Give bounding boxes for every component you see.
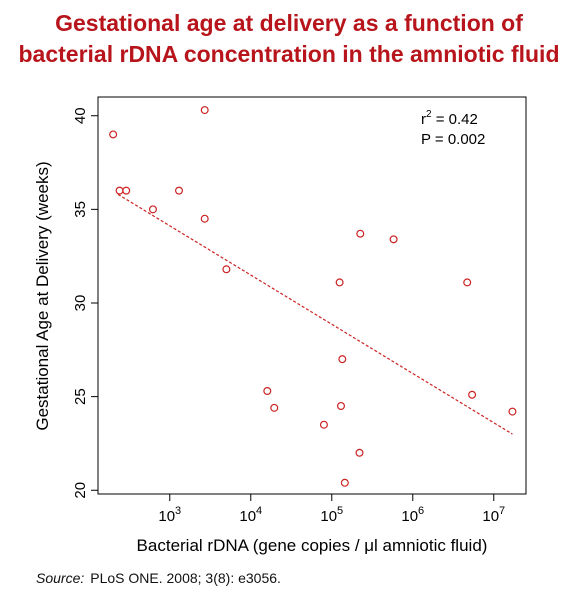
x-axis-label: Bacterial rDNA (gene copies / μl amnioti… (137, 536, 488, 555)
data-point-6 (200, 214, 209, 223)
data-point-5 (200, 106, 209, 115)
data-point-14 (340, 478, 349, 487)
trendline-group (117, 193, 513, 435)
data-point-12 (336, 401, 345, 410)
source-label: Source: (36, 570, 85, 586)
title-line-1: Gestational age at delivery as a functio… (55, 10, 523, 36)
points-group (109, 106, 517, 487)
trend-line (117, 193, 513, 435)
data-point-18 (463, 278, 472, 287)
data-point-2 (122, 186, 131, 195)
y-axis-label: Gestational Age at Delivery (weeks) (33, 161, 52, 430)
y-axis: 20 25 30 35 40 (72, 107, 98, 499)
p-value-annotation: P = 0.002 (421, 131, 485, 148)
chart-title: Gestational age at delivery as a functio… (0, 8, 578, 70)
title-line-2: bacterial rDNA concentration in the amni… (18, 41, 560, 67)
data-point-19 (468, 390, 477, 399)
data-point-4 (174, 186, 183, 195)
r-squared-annotation: r2 = 0.42 (421, 109, 478, 128)
data-point-13 (338, 355, 347, 364)
data-point-16 (355, 448, 364, 457)
data-point-1 (115, 186, 124, 195)
y-tick-label-3: 35 (72, 201, 89, 218)
y-tick-label-0: 20 (72, 482, 89, 499)
plot-frame (97, 96, 527, 495)
x-tick-label-3: 106 (401, 505, 424, 525)
x-tick-label-2: 105 (320, 505, 343, 525)
data-point-15 (356, 229, 365, 238)
data-point-11 (335, 278, 344, 287)
x-tick-label-4: 107 (482, 505, 505, 525)
data-point-9 (270, 403, 279, 412)
data-point-8 (263, 387, 272, 396)
x-tick-label-0: 103 (158, 505, 181, 525)
y-tick-label-2: 30 (72, 295, 89, 312)
source-citation: Source: PLoS ONE. 2008; 3(8): e3056. (36, 570, 281, 586)
data-point-10 (319, 420, 328, 429)
x-tick-label-1: 104 (239, 505, 262, 525)
y-tick-label-4: 40 (72, 107, 89, 124)
data-point-0 (109, 130, 118, 139)
data-point-3 (148, 205, 157, 214)
y-tick-label-1: 25 (72, 388, 89, 405)
data-point-20 (508, 407, 517, 416)
x-axis: 103 104 105 106 107 (158, 494, 505, 525)
data-point-7 (222, 265, 231, 274)
data-point-17 (389, 235, 398, 244)
source-text: PLoS ONE. 2008; 3(8): e3056. (90, 570, 281, 586)
